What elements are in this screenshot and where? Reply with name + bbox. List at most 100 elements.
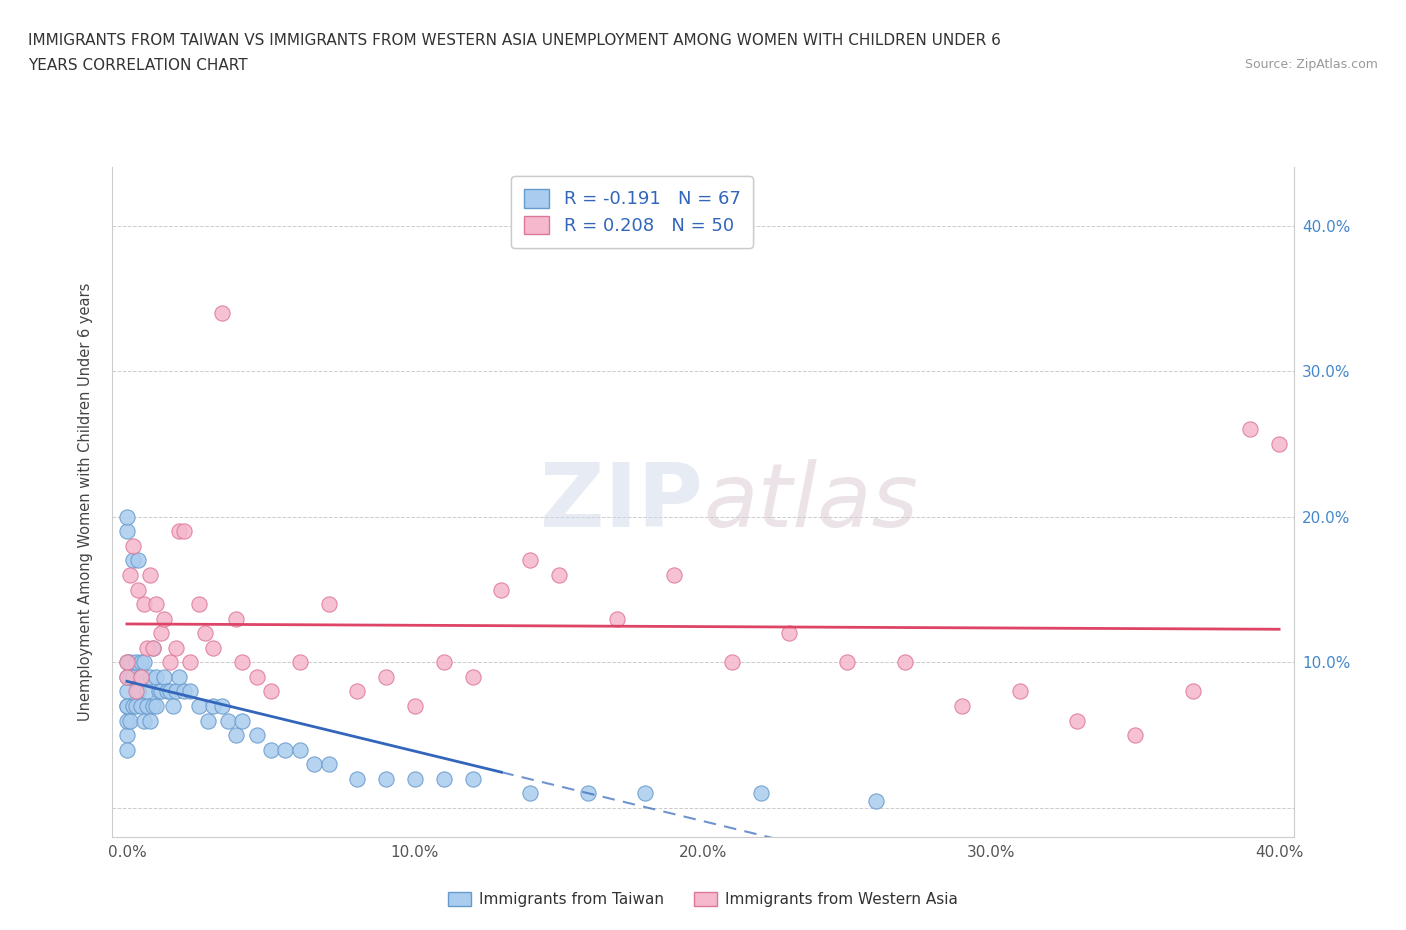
Point [127,684,149,698]
Point [1268,436,1291,451]
Point [404,771,426,786]
Point [121,538,143,553]
Point [115,670,138,684]
Point [194,626,217,641]
Point [115,655,138,670]
Point [145,670,167,684]
Point [153,611,176,626]
Point [136,641,159,656]
Point [127,553,149,568]
Point [118,567,141,582]
Point [139,670,162,684]
Point [134,713,156,728]
Point [124,684,146,698]
Point [118,655,141,670]
Point [202,641,225,656]
Point [115,510,138,525]
Point [1008,684,1031,698]
Point [231,655,253,670]
Point [129,655,152,670]
Point [211,698,233,713]
Point [165,641,187,656]
Point [167,524,190,538]
Point [139,567,162,582]
Point [260,684,283,698]
Point [148,684,170,698]
Point [187,698,209,713]
Point [288,655,311,670]
Point [1181,684,1204,698]
Point [139,713,162,728]
Point [179,684,201,698]
Point [134,597,156,612]
Point [159,684,181,698]
Point [433,771,456,786]
Point [245,670,267,684]
Point [778,626,800,641]
Point [150,684,173,698]
Point [162,698,184,713]
Point [519,786,541,801]
Point [519,553,541,568]
Point [173,524,195,538]
Point [1239,422,1261,437]
Point [156,684,179,698]
Point [115,713,138,728]
Point [865,793,887,808]
Point [245,727,267,742]
Point [231,713,253,728]
Point [318,757,340,772]
Point [225,611,247,626]
Point [167,670,190,684]
Point [142,698,165,713]
Point [124,698,146,713]
Point [127,582,149,597]
Point [1123,727,1146,742]
Point [129,698,152,713]
Point [115,698,138,713]
Point [134,655,156,670]
Point [950,698,973,713]
Point [461,670,484,684]
Legend: R = -0.191   N = 67, R = 0.208   N = 50: R = -0.191 N = 67, R = 0.208 N = 50 [512,177,754,247]
Point [375,771,398,786]
Legend: Immigrants from Taiwan, Immigrants from Western Asia: Immigrants from Taiwan, Immigrants from … [441,885,965,913]
Point [217,713,239,728]
Point [288,742,311,757]
Point [145,597,167,612]
Point [142,641,165,656]
Point [121,553,143,568]
Point [115,684,138,698]
Point [835,655,858,670]
Point [606,611,628,626]
Point [548,567,571,582]
Point [127,684,149,698]
Point [197,713,219,728]
Point [461,771,484,786]
Point [129,670,152,684]
Point [893,655,915,670]
Point [136,684,159,698]
Point [118,670,141,684]
Point [115,742,138,757]
Point [346,684,368,698]
Point [142,641,165,656]
Point [173,684,195,698]
Point [115,698,138,713]
Point [121,670,143,684]
Point [150,626,173,641]
Point [260,742,283,757]
Point [115,524,138,538]
Point [404,698,426,713]
Point [202,698,225,713]
Point [491,582,513,597]
Point [433,655,456,670]
Point [129,670,152,684]
Point [274,742,297,757]
Point [121,698,143,713]
Point [211,306,233,321]
Text: ZIP: ZIP [540,458,703,546]
Y-axis label: Unemployment Among Women with Children Under 6 years: Unemployment Among Women with Children U… [79,283,93,722]
Text: Source: ZipAtlas.com: Source: ZipAtlas.com [1244,58,1378,71]
Point [118,713,141,728]
